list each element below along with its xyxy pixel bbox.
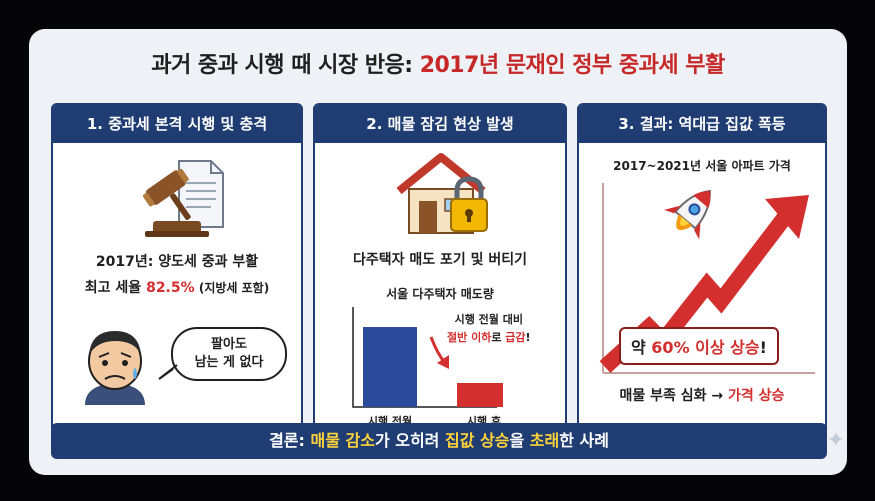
panel-price-surge: 3. 결과: 역대급 집값 폭등 2017~2021년 서울 아파트 가격 약 … — [577, 103, 827, 441]
bar-2 — [457, 383, 503, 407]
sparkle-icon: ✦ — [826, 428, 845, 453]
note-plunge: 급감 — [505, 331, 526, 344]
increase-badge: 약 60% 이상 상승! — [619, 327, 779, 365]
badge-prefix: 약 — [631, 338, 652, 357]
panel3-heading: 3. 결과: 역대급 집값 폭등 — [579, 105, 825, 143]
bubble-line2: 남는 게 없다 — [194, 355, 264, 370]
title-highlight: 2017년 문재인 정부 중과세 부활 — [419, 53, 726, 78]
note-line2: 절반 이하로 급감! — [447, 329, 531, 347]
panel1-heading: 1. 중과세 본격 시행 및 충격 — [53, 105, 301, 143]
c-p4: 한 사례 — [559, 431, 609, 450]
bar-1 — [363, 327, 417, 407]
conclusion-banner: 결론: 매물 감소가 오히려 집값 상승을 초래한 사례 — [51, 423, 827, 459]
c-y1: 매물 감소 — [310, 431, 375, 450]
worried-man-icon — [85, 331, 145, 405]
bubble-line1: 팔아도 — [211, 337, 247, 352]
c-p1: 결론: — [269, 431, 311, 450]
panel2-note: 시행 전월 대비 절반 이하로 급감! — [447, 311, 531, 347]
panel3-footer: 매물 부족 심화 → 가격 상승 — [579, 385, 825, 405]
rocket-icon — [663, 189, 711, 240]
bubble-tail — [158, 364, 178, 380]
padlock-icon — [450, 176, 488, 232]
panel1-line2: 최고 세율 82.5% (지방세 포함) — [53, 277, 301, 297]
gavel-icon — [142, 160, 224, 237]
c-y2: 집값 상승 — [444, 431, 510, 450]
c-p3: 을 — [509, 431, 530, 450]
top-tax-rate: 82.5% — [146, 280, 195, 296]
line2-suffix: (지방세 포함) — [194, 281, 270, 295]
panel1-line1: 2017년: 양도세 중과 부활 — [95, 254, 259, 270]
house-icon — [396, 153, 488, 234]
arrow-down-icon — [429, 336, 449, 369]
note-half: 절반 이하 — [447, 331, 492, 344]
chart-axis — [352, 307, 497, 408]
note-end: ! — [525, 331, 531, 344]
panel-tax-shock: 1. 중과세 본격 시행 및 충격 2017년: 양도세 중과 부활 최고 세율 — [51, 103, 303, 441]
panel-listing-lock: 2. 매물 잠김 현상 발생 다주택자 매도 포기 및 버티기 서울 다주택자 … — [313, 103, 567, 441]
footer-prefix: 매물 부족 심화 → — [619, 388, 729, 404]
speech-bubble: 팔아도 남는 게 없다 — [171, 327, 287, 381]
panel2-caption: 다주택자 매도 포기 및 버티기 — [352, 252, 528, 268]
badge-end: ! — [759, 338, 767, 357]
badge-pct: 60% 이상 상승 — [651, 338, 760, 357]
line2-prefix: 최고 세율 — [84, 280, 147, 296]
title-prefix: 과거 중과 시행 때 시장 반응: — [151, 53, 420, 78]
note-line1: 시행 전월 대비 — [454, 313, 523, 326]
c-y3: 초래 — [529, 431, 560, 450]
panel2-heading: 2. 매물 잠김 현상 발생 — [315, 105, 565, 143]
panel2-chart-title: 서울 다주택자 매도량 — [386, 287, 494, 301]
footer-red: 가격 상승 — [728, 388, 785, 404]
infographic-card: 과거 중과 시행 때 시장 반응: 2017년 문재인 정부 중과세 부활 1.… — [29, 29, 847, 475]
panel3-chart-title: 2017~2021년 서울 아파트 가격 — [613, 159, 791, 173]
page-title: 과거 중과 시행 때 시장 반응: 2017년 문재인 정부 중과세 부활 — [29, 47, 847, 79]
note-mid: 로 — [491, 331, 506, 344]
c-p2: 가 오히려 — [374, 431, 445, 450]
document-icon — [178, 160, 224, 228]
